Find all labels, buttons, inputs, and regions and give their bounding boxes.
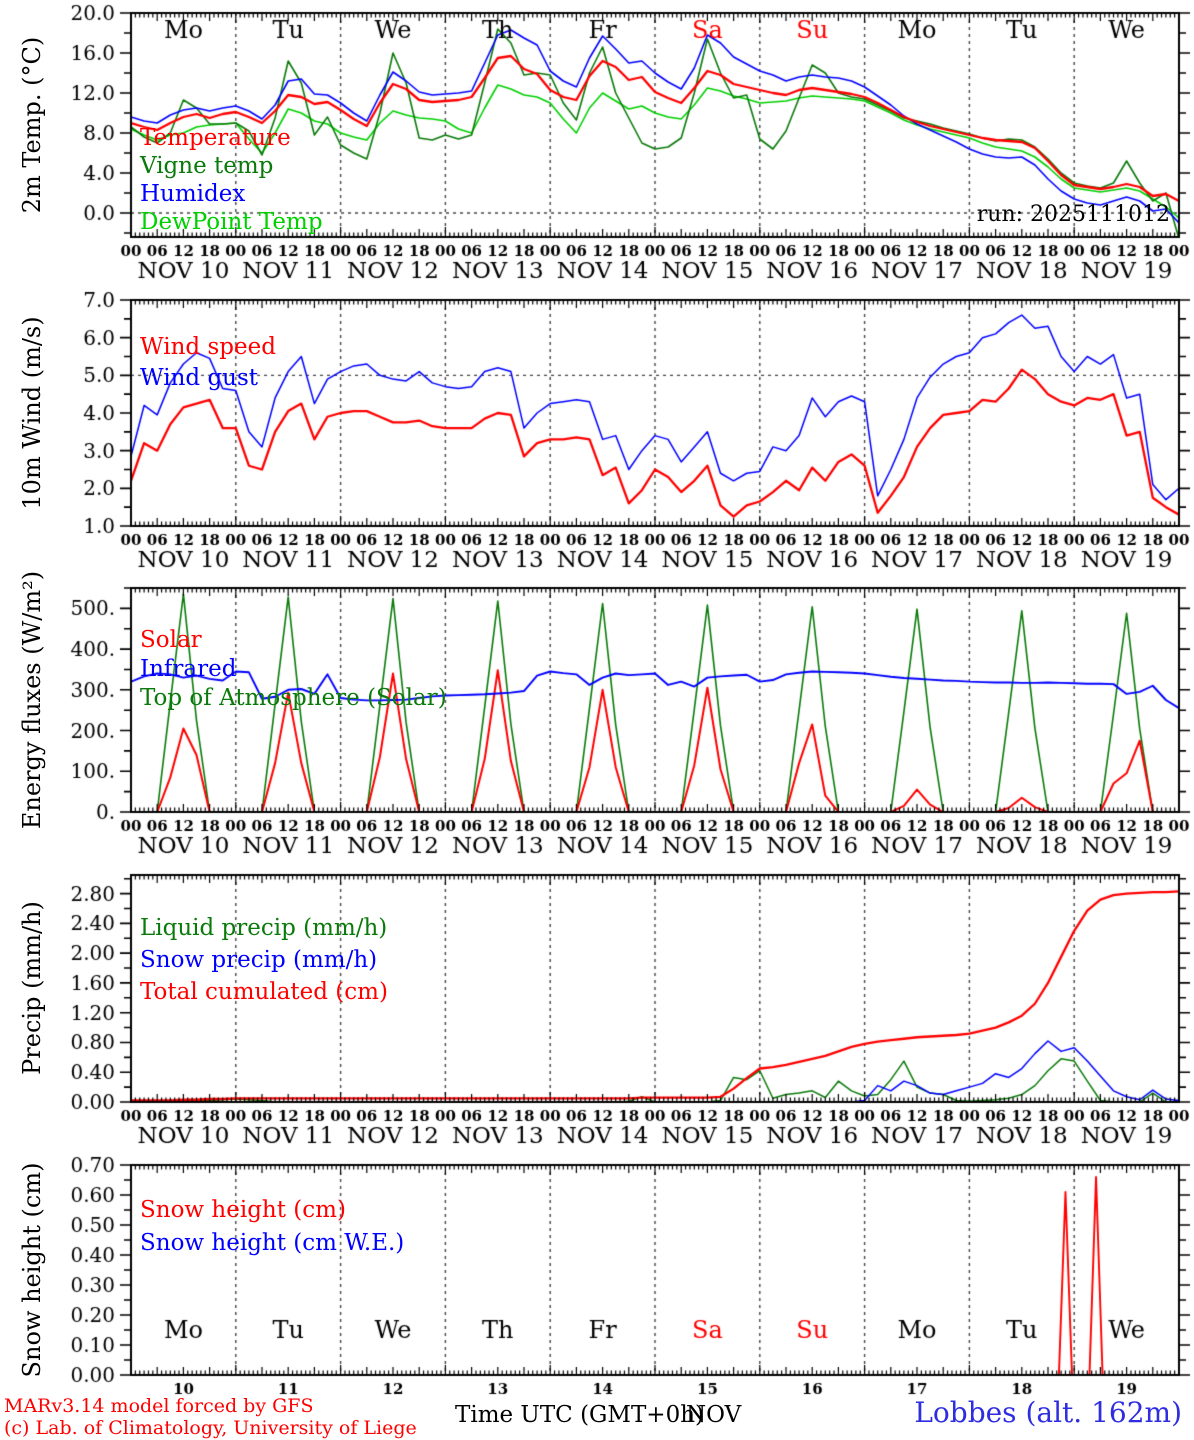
meteogram-canvas [0,0,1194,1440]
meteogram-figure: 2m Temp. (°C) 10m Wind (m/s) Energy flux… [0,0,1194,1440]
